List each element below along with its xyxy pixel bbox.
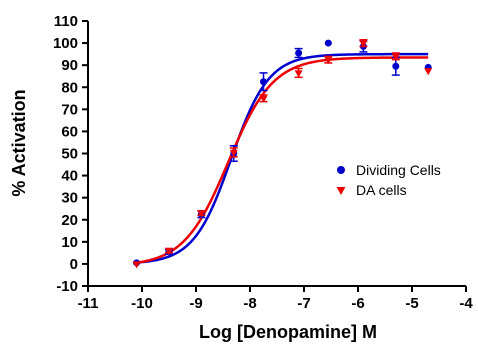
data-point [295, 49, 303, 57]
y-axis-title: % Activation [9, 89, 29, 196]
y-tick-label: 100 [53, 35, 78, 52]
x-tick-label: -6 [351, 295, 364, 312]
y-tick-label: 50 [61, 146, 78, 163]
y-tick-label: 110 [54, 13, 78, 30]
legend-marker [337, 166, 345, 174]
data-point [197, 210, 206, 218]
data-point [260, 78, 267, 86]
y-tick-label: -10 [56, 278, 78, 295]
x-tick-label: -11 [78, 295, 99, 312]
fit-curve-dividing-cells [133, 52, 429, 264]
data-point [132, 261, 141, 269]
data-point [391, 53, 400, 61]
y-tick-label: 60 [61, 123, 78, 140]
x-tick-label: -9 [189, 295, 202, 312]
fit-curve-da-cells [133, 56, 429, 265]
data-points [132, 39, 433, 269]
data-point [324, 57, 333, 65]
y-tick-label: 0 [70, 256, 78, 273]
x-axis-title: Log [Denopamine] M [199, 322, 377, 342]
legend-marker [336, 187, 346, 195]
x-tick-label: -8 [243, 295, 256, 312]
y-tick-label: 70 [61, 101, 78, 118]
y-tick-label: 30 [61, 190, 78, 207]
x-tick-label: -4 [459, 295, 473, 312]
y-tick-label: 10 [61, 234, 78, 251]
y-tick-label: 80 [61, 79, 78, 96]
data-point [165, 248, 173, 256]
y-tick-label: 20 [61, 212, 78, 229]
y-tick-label: 40 [61, 168, 78, 185]
data-point [392, 62, 400, 70]
legend-label: DA cells [356, 182, 407, 198]
x-tick-label: -7 [297, 295, 310, 312]
data-point [229, 149, 238, 157]
fit-curves [133, 52, 429, 265]
x-tick-label: -5 [405, 295, 418, 312]
x-tick-label: -10 [131, 295, 153, 312]
legend: Dividing Cells DA cells [336, 162, 441, 198]
legend-label: Dividing Cells [356, 162, 441, 178]
data-point [359, 40, 368, 48]
y-tick-label: 90 [61, 57, 78, 74]
data-point [424, 68, 433, 76]
data-point [294, 70, 303, 78]
data-point [259, 95, 268, 103]
data-point [324, 39, 332, 47]
